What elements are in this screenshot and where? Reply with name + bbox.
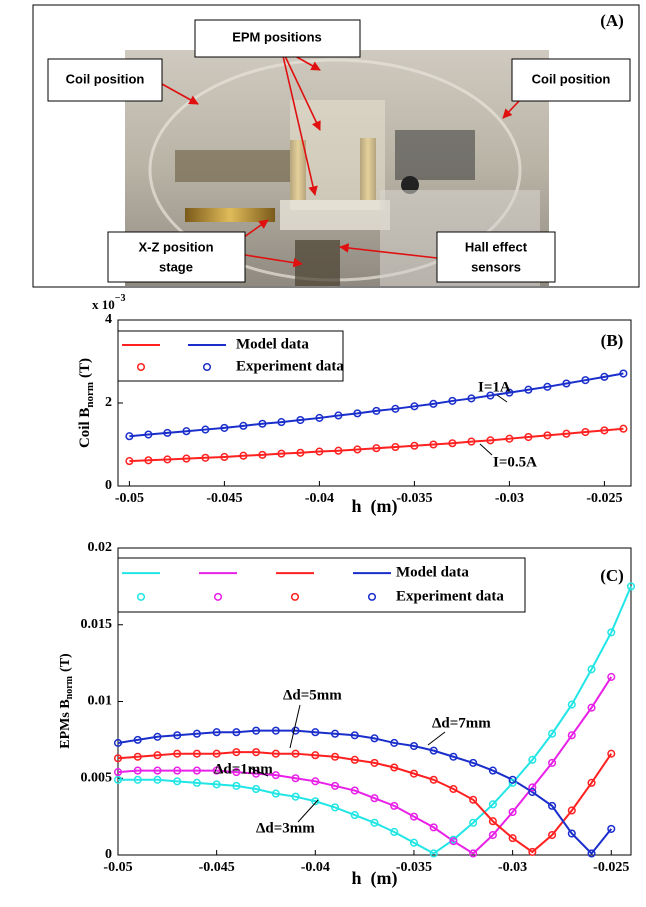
x-tick-label: -0.05 xyxy=(115,491,144,506)
y-tick-label: 0 xyxy=(105,847,112,862)
callout: stage xyxy=(159,259,193,274)
y-tick-label: 0.01 xyxy=(88,694,113,709)
x-tick-label: -0.045 xyxy=(206,491,242,506)
panel-label: (C) xyxy=(600,566,624,585)
y-axis-label: Coil Bnorm (T) xyxy=(77,358,95,448)
y-label-unit: (T) xyxy=(77,358,93,378)
callout: EPM positions xyxy=(232,29,322,44)
annotation-leader xyxy=(497,395,507,402)
legend-label: Experiment data xyxy=(236,358,344,374)
multiplier: x 10 xyxy=(92,297,115,312)
x-tick-label: -0.03 xyxy=(495,491,524,506)
x-tick-label: -0.03 xyxy=(498,860,527,875)
x-tick-label: -0.04 xyxy=(301,860,330,875)
annotation-leader xyxy=(428,732,445,745)
y-label-main: EPMs B xyxy=(58,699,73,748)
y-label-unit: (T) xyxy=(58,653,73,672)
model-line xyxy=(118,586,631,853)
x-tick-label: -0.04 xyxy=(305,491,334,506)
annotation: Δd=3mm xyxy=(256,820,315,836)
annotation: Δd=7mm xyxy=(432,715,491,731)
annotation-leader xyxy=(298,800,318,822)
legend-label: Model data xyxy=(396,565,469,581)
callout: Hall effect xyxy=(465,239,528,254)
panel-label: (A) xyxy=(600,11,624,30)
callout: Coil position xyxy=(66,71,145,86)
legend-label: Model data xyxy=(236,336,309,352)
x-axis-label: h (m) xyxy=(352,496,398,517)
y-tick-label: 0.015 xyxy=(81,617,113,632)
axis-multiplier: x 10−3 xyxy=(92,293,125,312)
y-tick-label: 0.005 xyxy=(81,770,113,785)
figure: EPM positions Coil position Coil positio… xyxy=(0,0,646,902)
model-line xyxy=(118,677,611,854)
y-axis-label: EPMs Bnorm (T) xyxy=(58,653,75,749)
callout: X-Z position xyxy=(138,239,213,254)
model-line xyxy=(118,731,611,854)
x-tick-label: -0.045 xyxy=(199,860,235,875)
y-label-sub: norm xyxy=(64,675,75,699)
annotation: Δd=5mm xyxy=(283,687,342,703)
model-line xyxy=(118,752,611,852)
x-tick-label: -0.025 xyxy=(586,491,622,506)
y-tick-label: 0 xyxy=(105,478,112,493)
annotation: I=1A xyxy=(478,379,511,395)
legend-label: Experiment data xyxy=(396,588,504,604)
annotation: Δd=1mm xyxy=(214,761,273,777)
page: {"panel_a": {"label": "(A)", "callouts":… xyxy=(0,0,646,902)
x-tick-label: -0.05 xyxy=(103,860,132,875)
panel-label: (B) xyxy=(601,331,624,350)
callout: sensors xyxy=(471,259,521,274)
annotation: I=0.5A xyxy=(493,454,537,470)
panel-a: EPM positions Coil position Coil positio… xyxy=(33,5,639,287)
x-tick-label: -0.035 xyxy=(396,860,432,875)
annotation-leader xyxy=(480,444,492,455)
callout: Coil position xyxy=(532,71,611,86)
x-axis-label: h (m) xyxy=(352,868,398,889)
y-label-sub: norm xyxy=(84,382,96,408)
x-tick-label: -0.035 xyxy=(396,491,432,506)
y-tick-label: 0.02 xyxy=(88,540,113,555)
x-tick-label: -0.025 xyxy=(593,860,629,875)
annotation-leader xyxy=(290,705,300,748)
y-label-main: Coil B xyxy=(77,408,93,448)
y-tick-label: 2 xyxy=(105,395,112,410)
multiplier-exponent: −3 xyxy=(115,293,126,304)
y-tick-label: 4 xyxy=(105,312,112,327)
